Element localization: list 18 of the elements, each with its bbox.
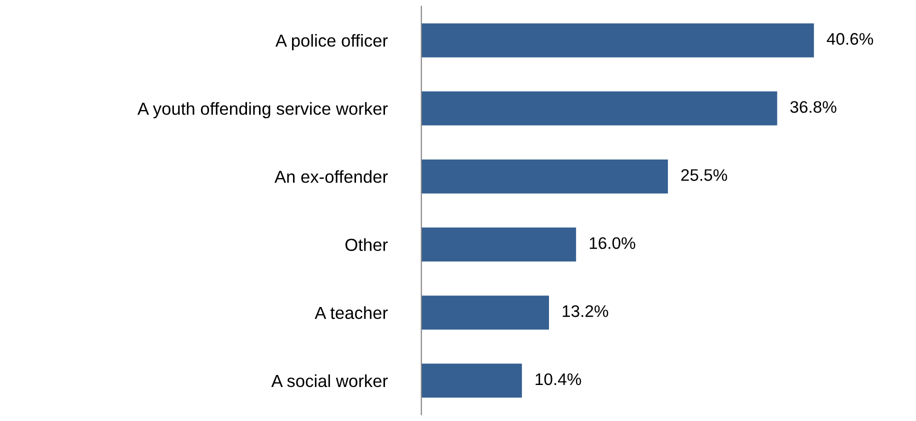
data-label: 16.0% [590,237,636,250]
y-tick-label: Other [345,238,388,251]
bar [421,296,549,330]
bar [421,228,576,262]
y-tick-label: A youth offending service worker [137,102,388,118]
bar [421,364,522,398]
data-label: 10.4% [536,373,582,386]
bar [421,91,778,126]
data-label: 36.8% [790,101,836,113]
data-label: 40.6% [826,33,874,45]
data-label: 13.2% [562,305,608,318]
y-tick-label: A teacher [314,306,388,320]
y-tick-label: A police officer [275,34,388,50]
data-label: 25.5% [681,169,728,181]
bar [421,23,814,58]
bar [421,159,668,194]
y-tick-label: A social worker [271,374,388,388]
y-tick-label: An ex-offender [274,170,388,183]
